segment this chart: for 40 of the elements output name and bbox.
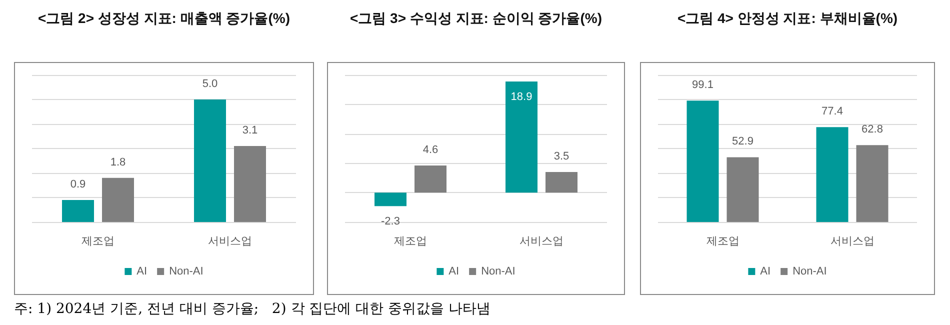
bar bbox=[506, 81, 538, 193]
bar bbox=[546, 172, 578, 193]
legend-label: Non-AI bbox=[481, 266, 516, 278]
data-label: 5.0 bbox=[202, 78, 218, 90]
chart-title: <그림 3> 수익성 지표: 순이익 증가율(%) bbox=[350, 10, 602, 26]
x-tick-label: 서비스업 bbox=[830, 236, 874, 248]
x-tick-label: 제조업 bbox=[394, 236, 427, 248]
bar bbox=[374, 192, 406, 206]
data-label: -2.3 bbox=[381, 216, 400, 228]
legend-label: AI bbox=[760, 266, 771, 278]
legend-label: AI bbox=[136, 266, 148, 278]
chart-title: <그림 4> 안정성 지표: 부채비율(%) bbox=[677, 10, 898, 26]
text: 주: 1) 2024년 기준, 전년 대비 증가율; 2) 각 집단에 대한 중위값을 나타냄 bbox=[14, 300, 491, 318]
x-tick-label: 제조업 bbox=[706, 236, 740, 248]
bar bbox=[726, 157, 759, 222]
x-tick-label: 제조업 bbox=[82, 236, 114, 248]
x-tick-label: 서비스업 bbox=[520, 236, 564, 248]
data-label: 18.9 bbox=[510, 90, 532, 103]
bar bbox=[856, 145, 888, 222]
bar bbox=[816, 127, 848, 222]
bar bbox=[102, 178, 134, 222]
data-label: 3.1 bbox=[242, 124, 258, 137]
legend-label: Non-AI bbox=[169, 266, 204, 278]
chart-title: <그림 2> 성장성 지표: 매출액 증가율(%) bbox=[38, 10, 290, 26]
bar bbox=[234, 146, 266, 222]
bar bbox=[686, 100, 719, 222]
bar bbox=[62, 200, 94, 222]
legend-label: Non-AI bbox=[792, 266, 827, 278]
data-label: 77.4 bbox=[822, 106, 843, 118]
data-label: 99.1 bbox=[692, 79, 714, 92]
data-label: 52.9 bbox=[732, 136, 754, 148]
legend-label: AI bbox=[448, 266, 460, 278]
data-label: 62.8 bbox=[862, 124, 883, 136]
data-label: 3.5 bbox=[554, 150, 570, 163]
x-tick-label: 서비스업 bbox=[208, 236, 252, 248]
data-label: 0.9 bbox=[70, 178, 86, 190]
bar bbox=[194, 100, 226, 222]
data-label: 4.6 bbox=[422, 144, 438, 156]
data-label: 1.8 bbox=[110, 156, 126, 168]
bar bbox=[414, 166, 446, 193]
